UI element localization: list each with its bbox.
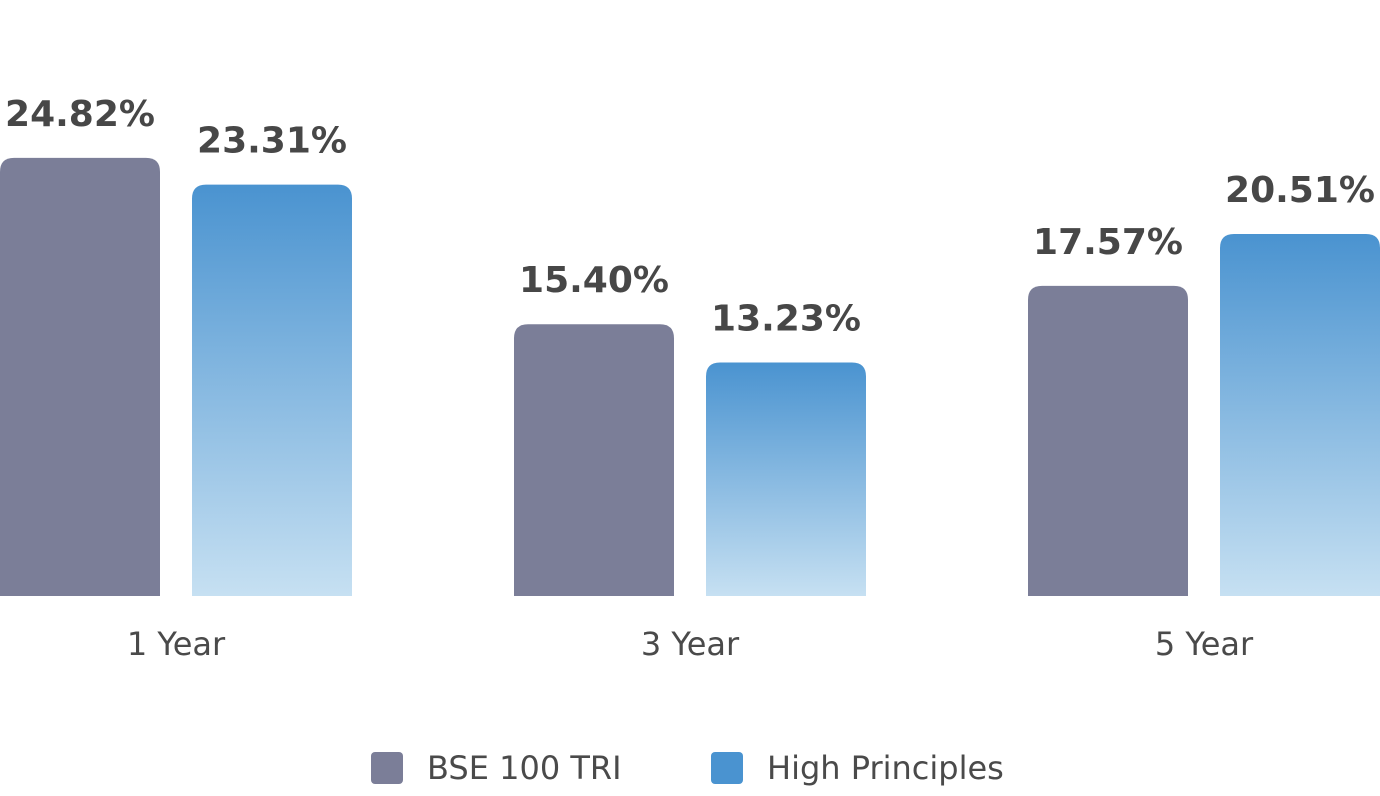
bar-bse-100-tri-1-year xyxy=(0,157,160,596)
bar-high-principles-1-year xyxy=(192,184,352,597)
data-label: 13.23% xyxy=(711,298,861,339)
data-label: 20.51% xyxy=(1225,170,1375,211)
x-tick-label: 1 Year xyxy=(127,625,226,663)
x-tick-label: 3 Year xyxy=(641,625,740,663)
legend-swatch xyxy=(371,752,403,784)
data-label: 15.40% xyxy=(519,260,669,301)
bar-bse-100-tri-5-year xyxy=(1028,285,1188,596)
data-label: 17.57% xyxy=(1033,222,1183,263)
legend-label: BSE 100 TRI xyxy=(427,749,622,787)
x-tick-label: 5 Year xyxy=(1155,625,1254,663)
data-label: 23.31% xyxy=(197,121,347,162)
bar-high-principles-5-year xyxy=(1220,233,1380,596)
legend-label: High Principles xyxy=(767,749,1004,787)
bar-high-principles-3-year xyxy=(706,362,866,596)
legend-swatch xyxy=(711,752,743,784)
data-label: 24.82% xyxy=(5,94,155,135)
legend: BSE 100 TRI High Principles xyxy=(371,749,1004,787)
bar-bse-100-tri-3-year xyxy=(514,324,674,596)
bars-group xyxy=(0,157,1380,597)
category-labels-group: 1 Year 3 Year 5 Year xyxy=(127,625,1254,663)
value-labels-group: 24.82% 23.31% 15.40% 13.23% 17.57% 20.51% xyxy=(5,94,1375,340)
